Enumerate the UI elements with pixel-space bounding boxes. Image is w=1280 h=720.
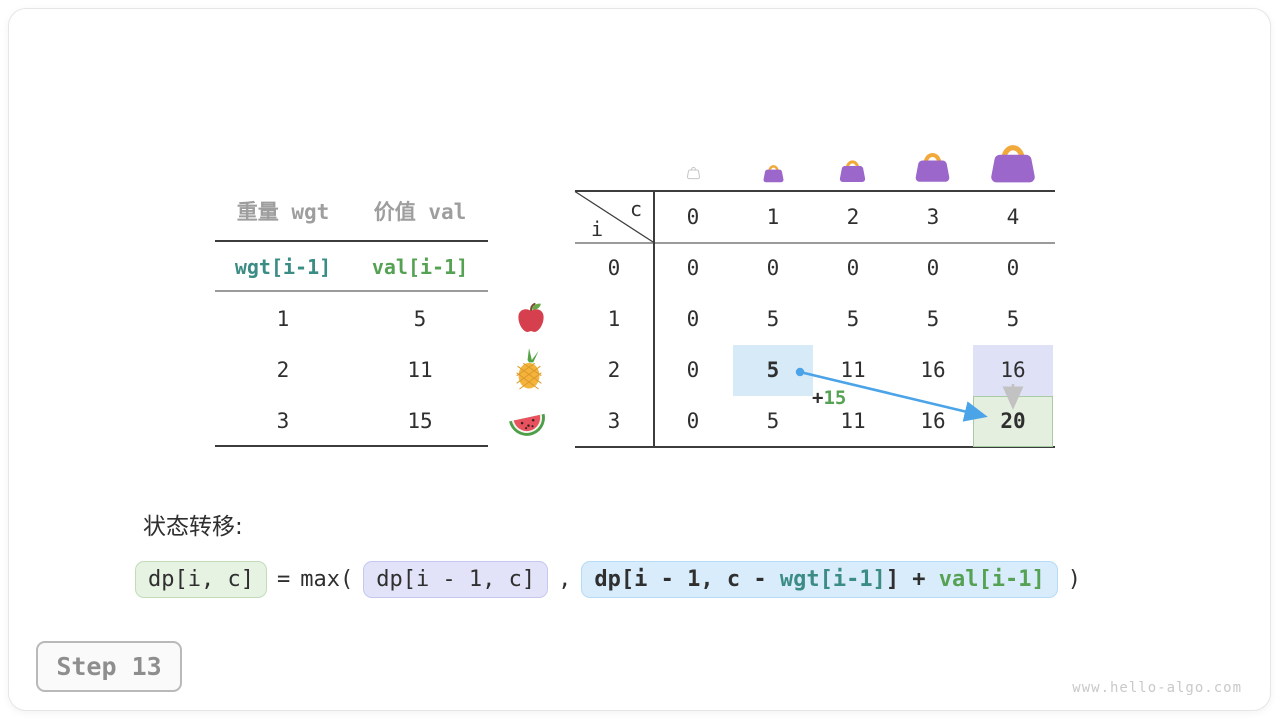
formula-lhs-box: dp[i, c] [135,561,267,598]
divider-line [215,240,488,242]
item-weight: 1 [276,307,290,331]
item-weight: 3 [276,409,290,433]
dp-cell: 5 [926,307,940,331]
dp-cell-source: 5 [766,358,780,382]
empty-bag-icon [686,163,701,180]
divider-line [215,445,488,447]
table-bottom-line [575,446,1055,448]
item-value: 11 [407,358,433,382]
item-value: 5 [413,307,427,331]
item-value: 15 [407,409,433,433]
dp-cell: 0 [846,256,860,280]
table-top-line [575,190,1055,192]
bag-icon [988,136,1038,184]
dp-col-header: 2 [846,205,860,229]
items-col-header-weight: 重量 wgt [236,200,330,224]
watermelon-icon [506,406,548,437]
dp-col-header: 1 [766,205,780,229]
table-vertical-line [653,190,655,448]
dp-row-header: 2 [607,358,621,382]
dp-col-header: 3 [926,205,940,229]
transition-formula: dp[i, c] = max( dp[i - 1, c] , dp[i - 1,… [135,561,1081,598]
dp-cell: 16 [920,409,946,433]
dp-cell: 0 [686,307,700,331]
bag-icon [838,155,867,183]
dp-row-header: 0 [607,256,621,280]
items-col-header-value: 价值 val [373,200,467,224]
dp-cell: 0 [1006,256,1020,280]
dp-cell-result: 20 [1000,409,1026,433]
table-header-line [575,242,1055,244]
formula-val-term: val[i-1] [938,567,1045,592]
dp-cell: 0 [686,358,700,382]
bag-icon [762,161,785,183]
divider-line [215,290,488,292]
dp-cell: 5 [846,307,860,331]
formula-comma: , [558,567,572,592]
dp-col-header: 0 [686,205,700,229]
dp-cell: 0 [766,256,780,280]
items-index-wgt: wgt[i-1] [234,255,332,279]
formula-arg1-box: dp[i - 1, c] [363,561,549,598]
items-index-val: val[i-1] [371,255,469,279]
pineapple-icon [510,347,548,393]
dp-cell: 5 [1006,307,1020,331]
dp-col-header: 4 [1006,205,1020,229]
dp-row-header: 3 [607,409,621,433]
bag-icon [913,146,952,183]
formula-arg2-box: dp[i - 1, c - wgt[i-1]] + val[i-1] [581,561,1058,598]
dp-row-header: 1 [607,307,621,331]
plus-sign: + [812,387,824,409]
transition-add-annotation: +15 [812,387,847,409]
transition-heading: 状态转移: [143,514,243,540]
dp-cell: 0 [926,256,940,280]
formula-equals: = [276,567,291,592]
dp-cell: 0 [686,409,700,433]
formula-max: max( [300,567,354,592]
item-weight: 2 [276,358,290,382]
dp-cell: 16 [1000,358,1026,382]
apple-icon [513,300,549,336]
formula-close-paren: ) [1067,567,1082,592]
dp-cell: 5 [766,307,780,331]
dp-cell: 0 [686,256,700,280]
corner-row-var: i [591,217,604,241]
step-badge: Step 13 [36,641,182,692]
corner-col-var: c [630,197,643,221]
formula-wgt-term: wgt[i-1] [779,567,886,592]
dp-cell: 16 [920,358,946,382]
dp-cell: 5 [766,409,780,433]
watermark: www.hello-algo.com [1072,680,1242,696]
